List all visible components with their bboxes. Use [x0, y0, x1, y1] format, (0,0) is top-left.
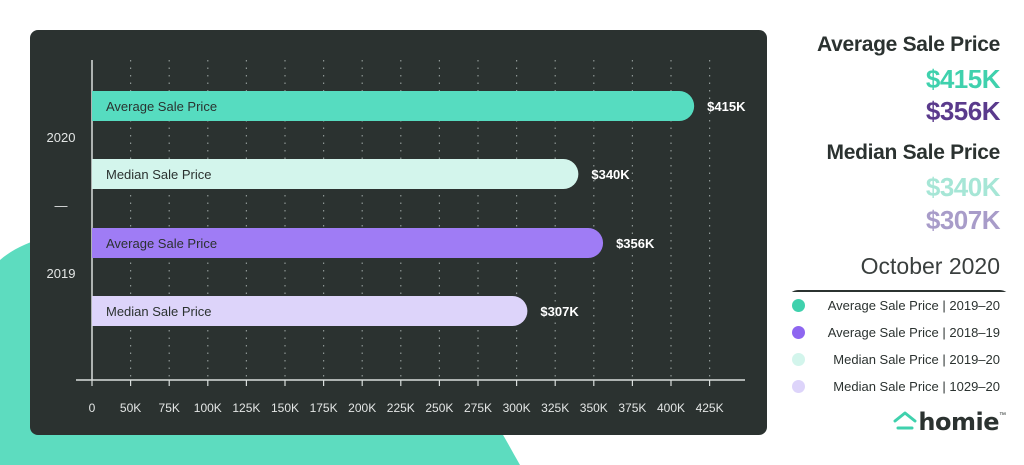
group-labels: 2020 — 2019	[47, 130, 76, 281]
x-tick-label: 200K	[348, 401, 376, 415]
x-tick-label: 125K	[232, 401, 260, 415]
legend-label: Average Sale Price | 2018–19	[827, 325, 1000, 340]
home-icon	[893, 411, 917, 430]
median-heading: Median Sale Price	[826, 141, 1001, 164]
bar-label: Average Sale Price	[106, 99, 217, 114]
bar-label: Median Sale Price	[106, 304, 212, 319]
x-tick-label: 175K	[310, 401, 338, 415]
legend-item: Median Sale Price | 1029–20	[788, 373, 1010, 400]
x-tick-label: 0	[89, 401, 96, 415]
bar-value-label: $307K	[540, 304, 579, 319]
legend-item: Average Sale Price | 2018–19	[788, 319, 1010, 346]
x-tick-labels: 0 50K 75K 100K 125K 150K 175K 200K 225K 250K 275K 3…	[89, 380, 724, 415]
legend-label: Average Sale Price | 2019–20	[827, 298, 1000, 313]
avg-heading: Average Sale Price	[817, 33, 1000, 56]
legend: Average Sale Price | 2019–20 Average Sal…	[788, 290, 1010, 400]
bar-value-label: $340K	[591, 167, 630, 182]
bar	[92, 228, 604, 258]
x-tick-label: 375K	[618, 401, 646, 415]
legend-item: Average Sale Price | 2019–20	[788, 292, 1010, 319]
brand-logo: homie ™	[892, 408, 1006, 436]
x-tick-label: 250K	[425, 401, 453, 415]
x-tick-label: 100K	[194, 401, 222, 415]
x-tick-label: 425K	[696, 401, 724, 415]
period-label: October 2020	[860, 253, 1000, 279]
x-tick-label: 225K	[387, 401, 415, 415]
legend-swatch	[792, 380, 805, 393]
legend-swatch	[792, 353, 805, 366]
group-separator: —	[55, 198, 68, 213]
x-tick-label: 325K	[541, 401, 569, 415]
median-2020-value: $340K	[925, 172, 1001, 202]
legend-swatch	[792, 326, 805, 339]
summary-panel: Average Sale Price $415K $356K Median Sa…	[770, 0, 1024, 465]
bar-value-label: $415K	[707, 99, 746, 114]
legend-label: Median Sale Price | 1029–20	[833, 379, 1000, 394]
x-tick-label: 300K	[503, 401, 531, 415]
x-tick-label: 350K	[580, 401, 608, 415]
legend-swatch	[792, 299, 805, 312]
chart-panel: Average Sale Price $415K Median Sale Price…	[30, 30, 767, 435]
bar-label: Average Sale Price	[106, 236, 217, 251]
legend-item: Median Sale Price | 2019–20	[788, 346, 1010, 373]
legend-label: Median Sale Price | 2019–20	[833, 352, 1000, 367]
bar-chart: Average Sale Price $415K Median Sale Price…	[47, 60, 746, 415]
bars: Average Sale Price $415K Median Sale Price…	[92, 91, 746, 326]
bar	[92, 159, 579, 189]
brand-name: homie	[918, 408, 999, 436]
bar-label: Median Sale Price	[106, 167, 212, 182]
brand-trademark: ™	[999, 412, 1006, 419]
bar-value-label: $356K	[616, 236, 655, 251]
x-tick-label: 150K	[271, 401, 299, 415]
group-label: 2020	[47, 130, 76, 145]
x-tick-label: 400K	[657, 401, 685, 415]
avg-2020-value: $415K	[925, 64, 1001, 94]
median-2019-value: $307K	[925, 205, 1001, 235]
x-tick-label: 75K	[159, 401, 180, 415]
bar	[92, 91, 695, 121]
group-label: 2019	[47, 266, 76, 281]
x-tick-label: 275K	[464, 401, 492, 415]
x-tick-label: 50K	[120, 401, 141, 415]
bar	[92, 296, 528, 326]
avg-2019-value: $356K	[925, 96, 1001, 126]
